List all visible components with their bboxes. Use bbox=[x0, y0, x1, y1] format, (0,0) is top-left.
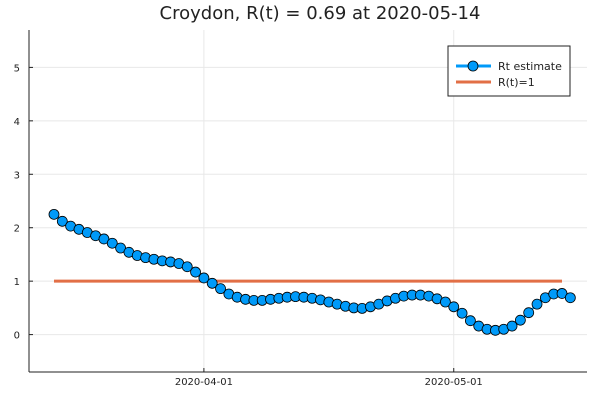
axes bbox=[28, 30, 587, 373]
rt-estimate-point: 2020-03-14: 2.25 bbox=[48, 208, 60, 220]
rt-estimate-point: 2020-04-02: 0.96 bbox=[206, 277, 218, 289]
rt-estimate-point: 2020-05-14: 0.77 bbox=[556, 288, 568, 299]
rt-estimate-point: 2020-03-30: 1.27 bbox=[181, 261, 193, 273]
rt-estimate-point: 2020-05-02: 0.4 bbox=[456, 307, 468, 319]
rt-estimate-point: 2020-03-15: 2.12 bbox=[56, 215, 68, 227]
rt-estimate-point: 2020-05-01: 0.52 bbox=[448, 301, 460, 313]
rt-estimate-point: 2020-05-09: 0.27 bbox=[514, 314, 526, 326]
y-tick-label: 0 bbox=[14, 331, 20, 342]
y-tick-label: 3 bbox=[14, 170, 20, 181]
y-tick-label: 5 bbox=[14, 63, 20, 74]
chart-title: Croydon, R(t) = 0.69 at 2020-05-14 bbox=[160, 3, 481, 24]
rt-estimate-point: 2020-04-30: 0.61 bbox=[440, 296, 451, 308]
x-tick-label: 2020-05-01 bbox=[425, 377, 483, 388]
legend-box bbox=[447, 45, 571, 97]
rt-estimate-point: 2020-03-31: 1.17 bbox=[190, 266, 201, 278]
rt-estimate-point: 2020-04-01: 1.06 bbox=[198, 272, 210, 284]
rt-estimate-point: 2020-05-03: 0.26 bbox=[465, 315, 476, 327]
rt-estimate-point: 2020-04-03: 0.86 bbox=[215, 283, 226, 295]
rt-estimate-point: 2020-05-08: 0.16 bbox=[506, 320, 518, 332]
y-tick-label: 2 bbox=[14, 224, 20, 235]
rt-estimate-point: 2020-05-15: 0.69 bbox=[564, 292, 576, 304]
rt-estimate-point: 2020-03-20: 1.79 bbox=[98, 233, 110, 245]
rt-estimate-line bbox=[53, 213, 571, 332]
series-rt-estimate: 2020-03-14: 2.252020-03-15: 2.12 2020-03-… bbox=[48, 208, 576, 336]
rt-estimate-point: 2020-05-10: 0.41 bbox=[523, 307, 535, 319]
rt-estimate-point: 2020-03-21: 1.71 bbox=[106, 237, 118, 249]
tick-labels: 0 1 2 3 4 5 2020-04-01 2020-05-01 bbox=[14, 63, 483, 388]
legend: Rt estimate R(t)=1 bbox=[447, 45, 571, 97]
legend-marker-rt-estimate bbox=[467, 60, 479, 72]
y-tick-label: 4 bbox=[14, 117, 20, 128]
legend-label-reference: R(t)=1 bbox=[498, 76, 535, 89]
x-tick-label: 2020-04-01 bbox=[175, 377, 233, 388]
y-tick-label: 1 bbox=[14, 277, 20, 288]
legend-label-rt-estimate: Rt estimate bbox=[498, 60, 562, 73]
rt-estimate-point: 2020-03-22: 1.62 bbox=[115, 242, 127, 254]
rt-estimate-point: 2020-05-11: 0.57 bbox=[531, 298, 543, 310]
